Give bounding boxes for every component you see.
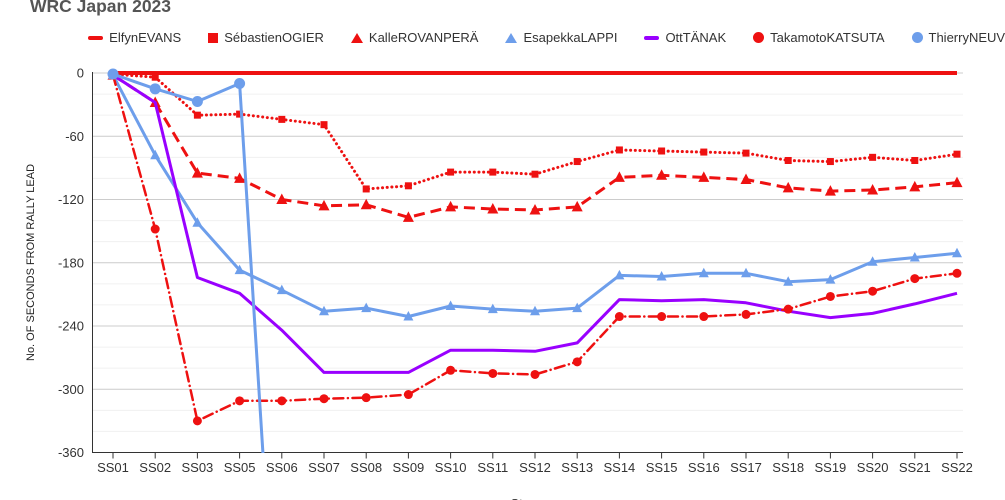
series-4 bbox=[112, 73, 958, 374]
svg-text:SS03: SS03 bbox=[181, 460, 213, 475]
svg-text:-120: -120 bbox=[58, 192, 84, 207]
series-3 bbox=[108, 69, 962, 321]
svg-text:SS12: SS12 bbox=[519, 460, 551, 475]
series-6 bbox=[107, 68, 265, 453]
chart-title: WRC Japan 2023 bbox=[30, 0, 172, 16]
svg-text:SS17: SS17 bbox=[730, 460, 762, 475]
major-gridlines bbox=[92, 72, 963, 390]
legend-marker-square-icon bbox=[208, 32, 219, 43]
svg-text:SS21: SS21 bbox=[899, 460, 931, 475]
minor-gridlines bbox=[92, 93, 963, 432]
legend-item-label: EsapekkaLAPPI bbox=[523, 30, 618, 45]
legend-item-label: ThierryNEUVILLE bbox=[928, 30, 1005, 45]
svg-text:SS09: SS09 bbox=[392, 460, 424, 475]
svg-text:SS06: SS06 bbox=[266, 460, 298, 475]
svg-text:SS13: SS13 bbox=[561, 460, 593, 475]
svg-text:SS10: SS10 bbox=[435, 460, 467, 475]
svg-text:SS19: SS19 bbox=[814, 460, 846, 475]
svg-text:SS02: SS02 bbox=[139, 460, 171, 475]
legend-marker-triangle-icon bbox=[505, 32, 518, 43]
svg-text:-240: -240 bbox=[58, 319, 84, 334]
legend-item-label: OttTÄNAK bbox=[665, 30, 727, 45]
svg-text:SS05: SS05 bbox=[224, 460, 256, 475]
svg-text:-300: -300 bbox=[58, 382, 84, 397]
legend-item-0[interactable]: ElfynEVANS bbox=[88, 30, 181, 45]
svg-text:SS08: SS08 bbox=[350, 460, 382, 475]
svg-text:SS18: SS18 bbox=[772, 460, 804, 475]
legend-item-label: SébastienOGIER bbox=[224, 30, 324, 45]
series-5 bbox=[108, 70, 962, 426]
svg-text:SS20: SS20 bbox=[857, 460, 889, 475]
legend-item-label: ElfynEVANS bbox=[109, 30, 182, 45]
svg-text:SS07: SS07 bbox=[308, 460, 340, 475]
svg-text:SS16: SS16 bbox=[688, 460, 720, 475]
legend-item-4[interactable]: OttTÄNAK bbox=[644, 30, 726, 45]
x-tick-labels: SS01 SS02 SS03 SS05 SS06 SS07 SS08 SS09 SS10 SS11… bbox=[97, 460, 973, 475]
svg-text:-180: -180 bbox=[58, 255, 84, 270]
legend-marker-dash-icon bbox=[644, 35, 660, 40]
svg-text:SS01: SS01 bbox=[97, 460, 129, 475]
legend-item-label: TakamotoKATSUTA bbox=[770, 30, 885, 45]
svg-text:SS15: SS15 bbox=[646, 460, 678, 475]
svg-text:SS11: SS11 bbox=[477, 460, 508, 475]
legend-marker-circle-icon bbox=[753, 32, 765, 43]
legend-marker-triangle-icon bbox=[350, 32, 363, 43]
x-axis-title: Stage bbox=[92, 496, 963, 500]
legend-marker-circle-icon bbox=[911, 32, 923, 43]
y-tick-labels: 0 -60 -120 -180 -240 -300 -360 bbox=[58, 66, 84, 461]
legend-marker-dash-icon bbox=[88, 35, 104, 40]
svg-text:SS22: SS22 bbox=[941, 460, 973, 475]
legend-item-5[interactable]: TakamotoKATSUTA bbox=[753, 30, 885, 45]
axes bbox=[92, 72, 963, 459]
legend-item-2[interactable]: KalleROVANPERÄ bbox=[350, 30, 479, 45]
svg-text:0: 0 bbox=[77, 66, 84, 81]
legend-item-6[interactable]: ThierryNEUVILLE bbox=[911, 30, 1005, 45]
series-2 bbox=[107, 69, 963, 222]
legend-item-1[interactable]: SébastienOGIER bbox=[208, 30, 324, 45]
svg-text:-360: -360 bbox=[58, 445, 84, 460]
svg-text:SS14: SS14 bbox=[603, 460, 635, 475]
legend-item-3[interactable]: EsapekkaLAPPI bbox=[505, 30, 617, 45]
series-1 bbox=[109, 70, 961, 193]
svg-text:-60: -60 bbox=[65, 129, 84, 144]
chart-legend: ElfynEVANS SébastienOGIER KalleROVANPERÄ Es… bbox=[88, 30, 1005, 45]
legend-item-label: KalleROVANPERÄ bbox=[368, 30, 479, 45]
